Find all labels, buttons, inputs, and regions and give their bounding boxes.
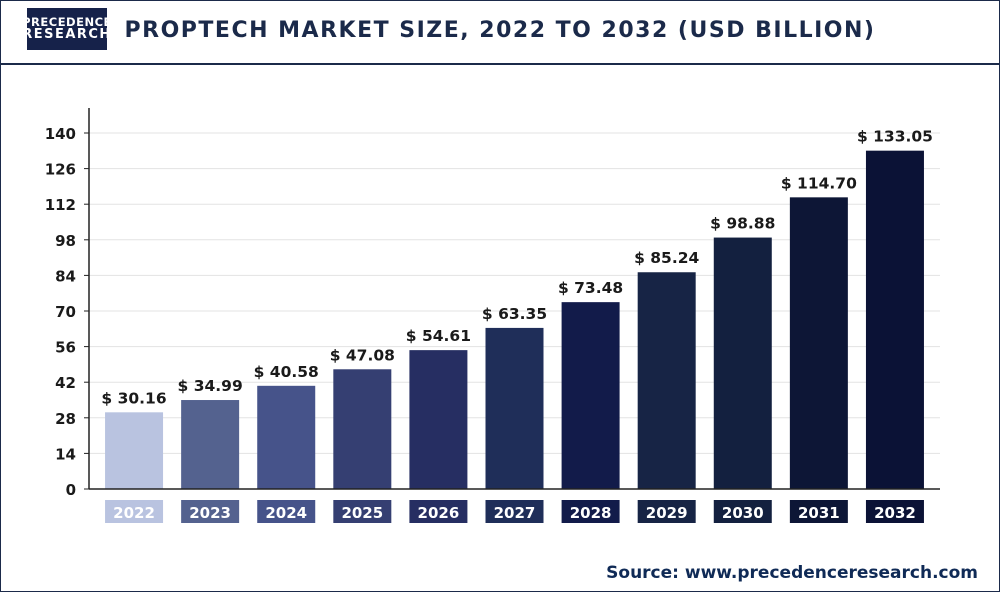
category-box-2027 <box>485 500 544 523</box>
y-tick-label: 98 <box>55 232 76 250</box>
value-label-2026: $ 54.61 <box>406 327 471 345</box>
header: PRECEDENCE RESEARCH PROPTECH MARKET SIZE… <box>0 0 1000 65</box>
brand-line-1: PRECEDENCE <box>22 14 112 29</box>
y-tick-label: 84 <box>55 267 76 285</box>
brand-logo: PRECEDENCE RESEARCH <box>22 8 111 50</box>
bar-2022 <box>105 412 164 489</box>
category-label-2023: 2023 <box>189 504 231 522</box>
y-axis-ticks: 0 14 28 42 56 70 84 98 112 126 140 <box>45 125 89 499</box>
bar-2025 <box>333 369 392 489</box>
category-box-2026 <box>409 500 468 523</box>
category-label-2026: 2026 <box>418 504 460 522</box>
category-box-2030 <box>713 500 772 523</box>
y-tick-label: 70 <box>55 303 76 321</box>
category-box-2022 <box>105 500 164 523</box>
bar-2029 <box>637 272 696 489</box>
y-tick-label: 112 <box>45 196 76 214</box>
category-box-2024 <box>257 500 316 523</box>
source-credit: Source: www.precedenceresearch.com <box>606 563 978 583</box>
category-box-2023 <box>181 500 240 523</box>
category-box-2028 <box>561 500 620 523</box>
value-label-2023: $ 34.99 <box>178 377 243 395</box>
value-label-2031: $ 114.70 <box>781 174 857 192</box>
y-tick-label: 140 <box>45 125 76 143</box>
y-tick-label: 28 <box>55 410 76 428</box>
y-tick-label: 14 <box>55 445 76 463</box>
y-tick-label: 0 <box>66 481 76 499</box>
source-url[interactable]: www.precedenceresearch.com <box>684 563 978 583</box>
category-box-2031 <box>789 500 848 523</box>
category-label-2025: 2025 <box>341 504 383 522</box>
category-box-2029 <box>637 500 696 523</box>
y-tick-label: 42 <box>55 374 76 392</box>
source-label: Source: <box>606 563 679 583</box>
bar-2024 <box>257 385 316 489</box>
value-label-2029: $ 85.24 <box>634 249 699 267</box>
category-labels: 2022 2023 2024 2025 2026 2027 2028 2029 2030 2031… <box>105 500 924 523</box>
category-box-2032 <box>865 500 924 523</box>
value-label-2028: $ 73.48 <box>558 279 623 297</box>
value-label-2025: $ 47.08 <box>330 346 395 364</box>
bars <box>105 150 924 489</box>
category-label-2027: 2027 <box>494 504 536 522</box>
value-label-2024: $ 40.58 <box>254 363 319 381</box>
page-title: PROPTECH MARKET SIZE, 2022 TO 2032 (USD … <box>124 18 876 43</box>
value-label-2032: $ 133.05 <box>857 128 933 146</box>
category-label-2028: 2028 <box>570 504 612 522</box>
value-label-2030: $ 98.88 <box>710 215 775 233</box>
bar-2032 <box>865 150 924 489</box>
y-tick-label: 126 <box>45 161 76 179</box>
category-box-2025 <box>333 500 392 523</box>
bar-2027 <box>485 327 544 489</box>
y-tick-label: 56 <box>55 339 76 357</box>
value-label-2027: $ 63.35 <box>482 305 547 323</box>
bar-2023 <box>181 400 240 489</box>
value-label-2022: $ 30.16 <box>101 389 166 407</box>
category-label-2030: 2030 <box>722 504 764 522</box>
category-label-2024: 2024 <box>265 504 307 522</box>
value-labels: $ 30.16 $ 34.99 $ 40.58 $ 47.08 $ 54.61 $ 63.… <box>101 128 933 408</box>
bar-2026 <box>409 350 468 489</box>
category-label-2029: 2029 <box>646 504 688 522</box>
bar-2028 <box>561 302 620 489</box>
brand-line-2: RESEARCH <box>22 27 112 43</box>
category-label-2032: 2032 <box>874 504 916 522</box>
bar-2030 <box>713 237 772 489</box>
category-label-2022: 2022 <box>113 504 155 522</box>
category-label-2031: 2031 <box>798 504 840 522</box>
bar-2031 <box>789 197 848 489</box>
